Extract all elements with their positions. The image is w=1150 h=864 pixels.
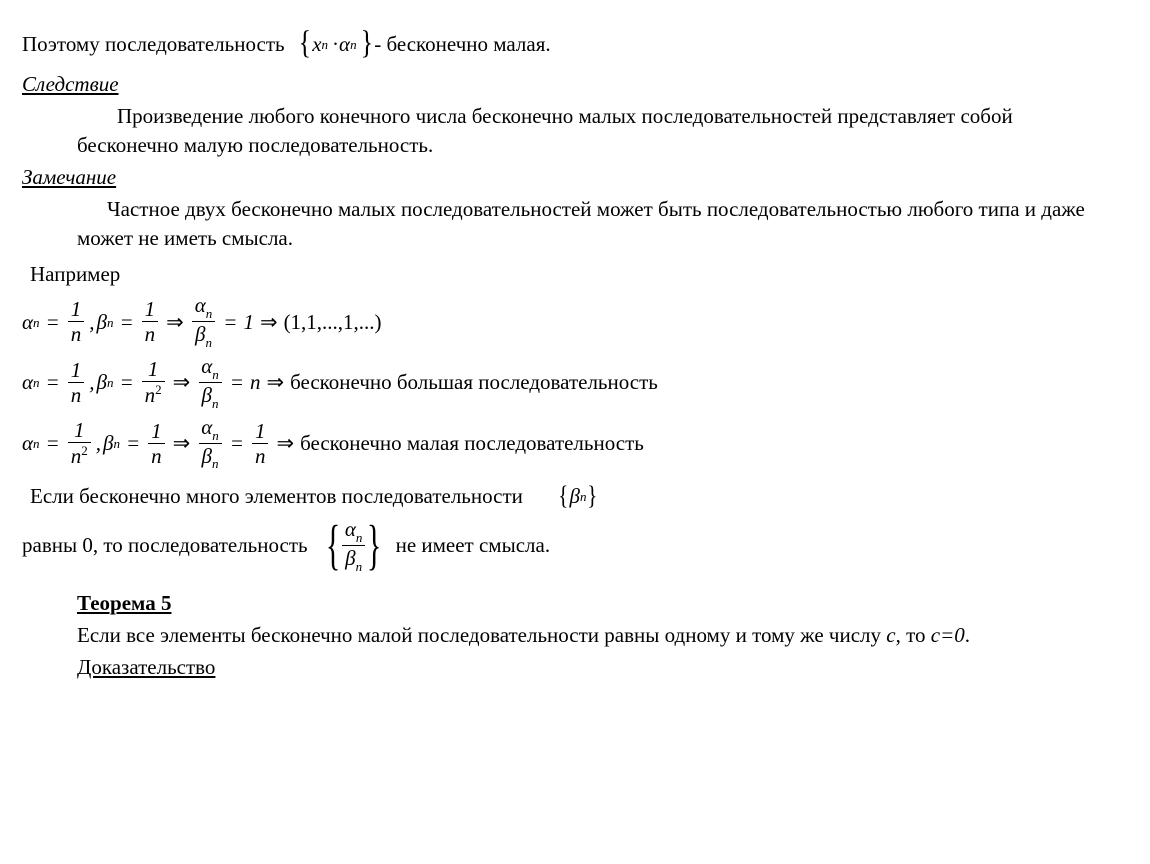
intro-suffix: - бесконечно малая. [374,30,550,58]
brace-open-2: { [558,478,568,513]
example-label: Например [30,260,1120,288]
brace-close: } [360,22,373,66]
brace-close-2: } [588,478,598,513]
theorem-title: Теорема 5 [77,591,171,615]
note-line-2: равны 0, то последовательность { αn βn }… [22,518,1120,573]
ex2-tail: бесконечно большая последовательность [290,368,658,396]
sub-n-2: n [350,36,357,54]
brace-open: { [298,22,311,66]
remark-title-row: Замечание [22,163,1120,191]
remark-title: Замечание [22,165,116,189]
sym-x: x [312,30,321,58]
big-brace-open: { [325,523,339,567]
theorem-title-row: Теорема 5 [22,589,1120,617]
dot: · [332,30,339,58]
example-3: αn = 1n2 , βn = 1n ⇒ αn βn = 1n ⇒ бескон… [22,416,1120,471]
intro-prefix: Поэтому последовательность [22,30,285,58]
ex3-tail: бесконечно малая последовательность [300,429,644,457]
corollary-title-row: Следствие [22,70,1120,98]
corollary-body: Произведение любого конечного числа беск… [22,102,1120,159]
big-brace-close: } [367,523,381,567]
sym-alpha: α [339,30,350,58]
remark-body: Частное двух бесконечно малых последоват… [22,195,1120,252]
note-line-1: Если бесконечно много элементов последов… [30,478,1120,513]
theorem-body: Если все элементы бесконечно малой после… [22,621,1120,649]
corollary-title: Следствие [22,72,119,96]
intro-line: Поэтому последовательность { x n · α n }… [22,22,1120,66]
proof-label-row: Доказательство [22,653,1120,681]
sub-n-1: n [322,36,329,54]
example-1: αn = 1n , βn = 1n ⇒ αn βn = 1 ⇒ (1,1,...… [22,294,1120,349]
proof-label: Доказательство [77,655,215,679]
example-2: αn = 1n , βn = 1n2 ⇒ αn βn = n ⇒ бесконе… [22,355,1120,410]
